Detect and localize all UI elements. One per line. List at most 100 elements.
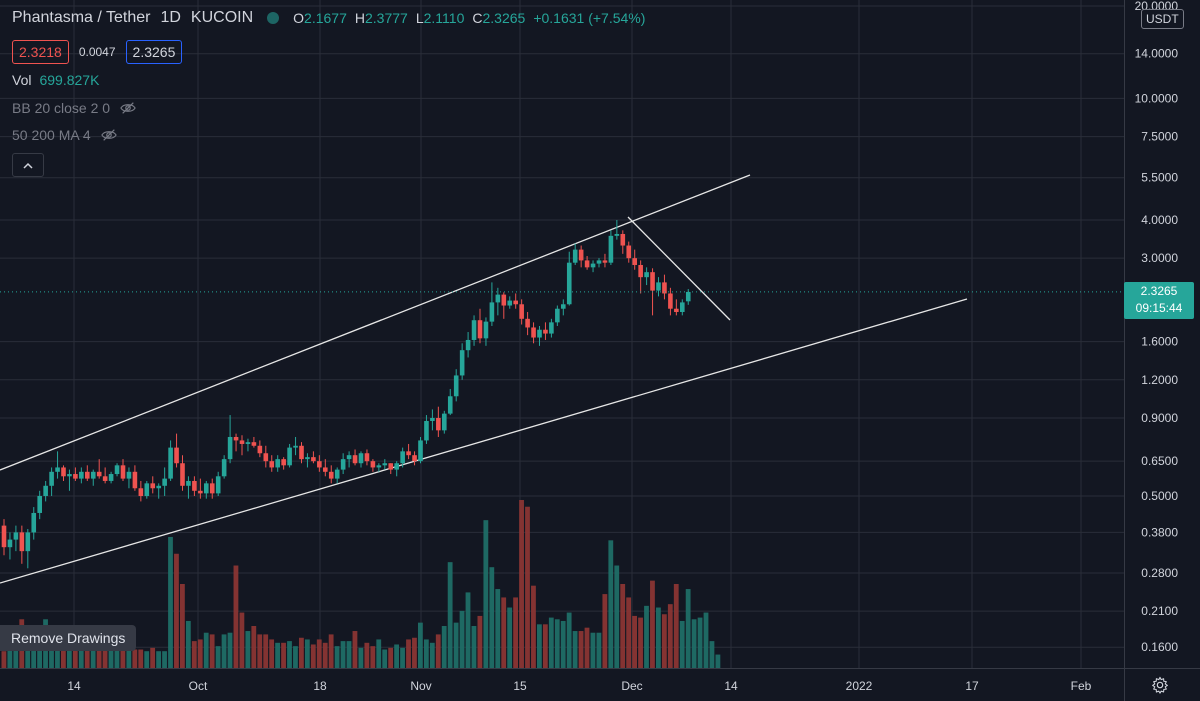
candle-body xyxy=(620,233,626,246)
candle-body xyxy=(424,420,429,441)
ohlc-values: O2.1677 H2.3777 L2.1110 C2.3265 +0.1631 … xyxy=(293,10,645,26)
candle-body xyxy=(96,471,102,477)
volume-bar xyxy=(299,637,304,668)
volume-bar xyxy=(614,565,620,668)
volume-bar xyxy=(364,642,370,668)
candle-body xyxy=(275,459,280,468)
candle-body xyxy=(13,532,19,540)
volume-bar xyxy=(150,647,156,668)
volume-bar xyxy=(144,651,150,668)
candle-body xyxy=(465,339,471,351)
volume-bar xyxy=(537,624,542,668)
candle-body xyxy=(549,322,554,334)
change-value: +0.1631 (+7.54%) xyxy=(533,10,646,26)
volume-bar xyxy=(715,654,721,668)
candle-body xyxy=(186,480,191,486)
bollinger-label: BB 20 close 2 0 xyxy=(12,100,111,116)
buy-price-button[interactable]: 2.3265 xyxy=(125,40,183,64)
volume-legend[interactable]: Vol 699.827K xyxy=(12,72,99,88)
volume-bar xyxy=(346,641,352,668)
volume-bar xyxy=(608,540,614,668)
candle-body xyxy=(192,480,197,491)
volume-bar xyxy=(126,644,132,668)
hidden-eye-icon[interactable] xyxy=(100,127,117,143)
hidden-eye-icon[interactable] xyxy=(120,100,136,116)
volume-bar xyxy=(578,631,584,668)
candle-body xyxy=(662,282,667,294)
volume-bar xyxy=(406,639,411,668)
candle-body xyxy=(632,258,637,265)
candle-body xyxy=(227,436,233,460)
volume-bar xyxy=(281,642,286,668)
symbol-name[interactable]: Phantasma / Tether xyxy=(12,9,151,26)
candle-body xyxy=(447,396,453,414)
volume-bar xyxy=(78,639,84,668)
sell-price-button[interactable]: 2.3218 xyxy=(12,40,69,64)
candle-body xyxy=(370,461,376,468)
volume-bar xyxy=(447,562,453,668)
volume-bar xyxy=(197,639,203,668)
y-tick-label: 0.3800 xyxy=(1141,525,1178,539)
y-tick-label: 5.5000 xyxy=(1141,171,1178,185)
volume-bar xyxy=(322,642,328,668)
bid-ask-row: 2.3218 0.0047 2.3265 xyxy=(12,40,183,64)
volume-bar xyxy=(293,646,298,668)
volume-bar xyxy=(376,639,382,668)
candle-body xyxy=(561,304,566,309)
remove-drawings-button[interactable]: Remove Drawings xyxy=(0,625,137,651)
candle-body xyxy=(61,467,66,477)
volume-bar xyxy=(203,632,209,668)
volume-bar xyxy=(531,585,536,668)
candle-body xyxy=(584,260,590,268)
candle-body xyxy=(572,249,578,263)
candle-body xyxy=(346,455,352,460)
high-value: 2.3777 xyxy=(364,10,408,26)
candle-body xyxy=(394,463,399,470)
volume-bar xyxy=(685,589,691,668)
volume-bar xyxy=(709,641,715,668)
volume-bar xyxy=(340,641,346,668)
candle-body xyxy=(596,260,602,264)
market-open-icon xyxy=(267,12,280,24)
volume-bar xyxy=(394,644,399,668)
volume-bar xyxy=(501,597,507,668)
candle-body xyxy=(519,304,524,319)
volume-bar xyxy=(55,637,60,668)
candle-body xyxy=(317,461,322,468)
volume-bar xyxy=(316,639,322,668)
volume-bar xyxy=(108,646,114,668)
collapse-legend-button[interactable] xyxy=(12,153,44,177)
candle-body xyxy=(608,235,614,263)
volume-bar xyxy=(66,647,72,668)
volume-bar xyxy=(453,622,459,668)
candle-body xyxy=(19,532,25,552)
candle-body xyxy=(7,539,13,548)
currency-label[interactable]: USDT xyxy=(1141,9,1184,29)
close-value: 2.3265 xyxy=(482,10,526,26)
volume-bar xyxy=(304,639,310,668)
candle-body xyxy=(269,461,275,468)
x-tick-label: Feb xyxy=(1071,679,1092,693)
candle-body xyxy=(555,308,560,323)
settings-gear-icon[interactable] xyxy=(1151,676,1169,694)
symbol-legend[interactable]: Phantasma / Tether 1D KUCOIN O2.1677 H2.… xyxy=(12,9,645,27)
candle-body xyxy=(501,294,507,306)
moving-average-legend[interactable]: 50 200 MA 4 xyxy=(12,127,117,143)
volume-bar xyxy=(287,641,292,668)
bollinger-legend[interactable]: BB 20 close 2 0 xyxy=(12,100,136,116)
candle-body xyxy=(162,478,167,486)
volume-bar xyxy=(352,631,358,668)
candle-body xyxy=(442,413,447,431)
candle-body xyxy=(174,447,179,464)
candle-body xyxy=(67,474,72,477)
candle-body xyxy=(334,469,340,479)
x-tick-label: 17 xyxy=(965,679,979,693)
candle-body xyxy=(299,445,304,460)
volume-bar xyxy=(483,520,489,668)
interval-label: 1D xyxy=(160,9,181,26)
candle-body xyxy=(614,233,620,236)
candle-body xyxy=(49,471,54,486)
candle-body xyxy=(471,320,477,340)
